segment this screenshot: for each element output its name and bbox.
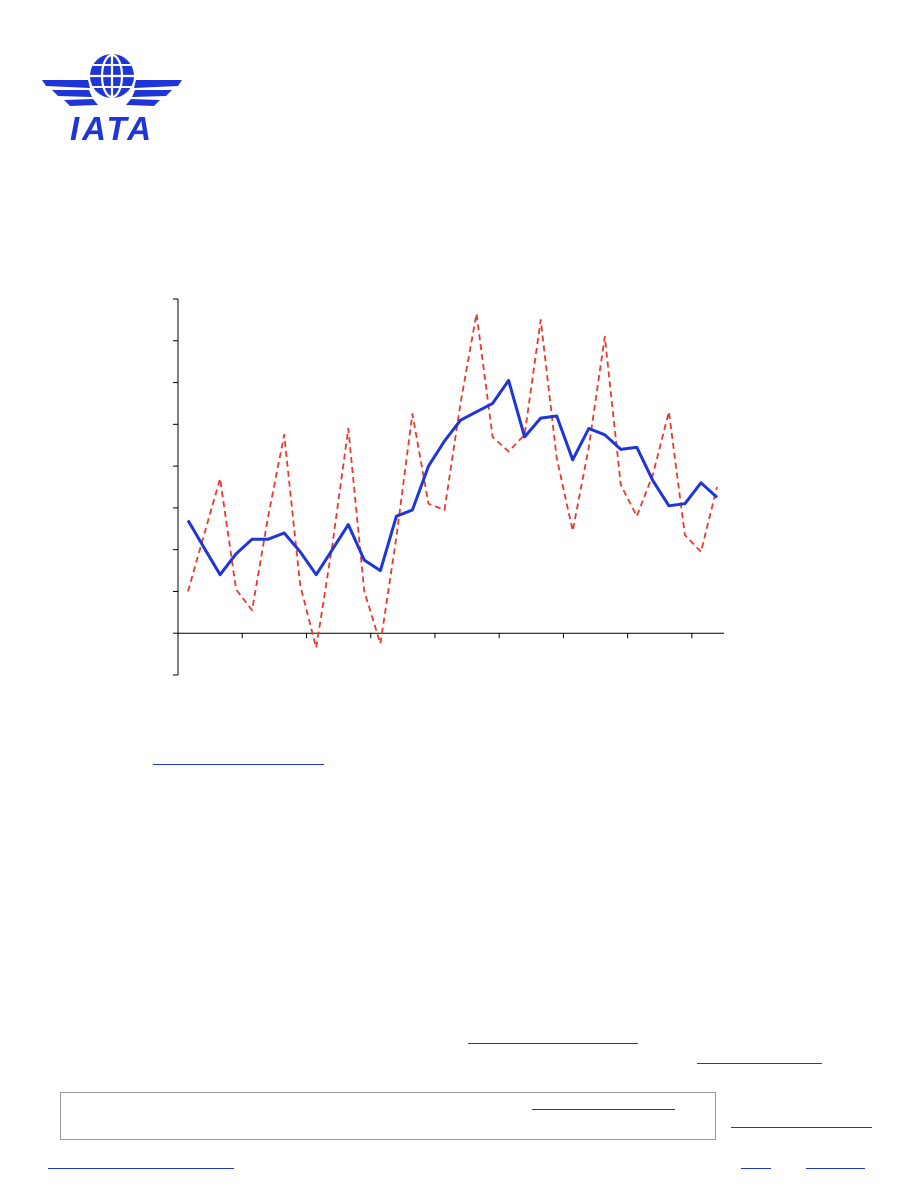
globe-wings-icon xyxy=(42,53,182,106)
series-line-1 xyxy=(186,379,719,577)
notice-box xyxy=(60,1092,716,1140)
link-underline-1[interactable] xyxy=(153,764,324,765)
link-underline-3[interactable] xyxy=(697,1063,822,1064)
chart-axes xyxy=(173,298,724,676)
logo-text: IATA xyxy=(70,110,154,145)
link-underline-7[interactable] xyxy=(741,1168,771,1169)
link-underline-6[interactable] xyxy=(48,1168,234,1169)
series-line-2 xyxy=(187,312,718,649)
link-underline-4[interactable] xyxy=(532,1109,675,1110)
chart-series xyxy=(186,312,719,649)
link-underline-5[interactable] xyxy=(731,1127,872,1128)
link-underline-2[interactable] xyxy=(468,1043,638,1044)
iata-logo: IATA xyxy=(42,53,182,145)
link-underline-8[interactable] xyxy=(806,1168,865,1169)
